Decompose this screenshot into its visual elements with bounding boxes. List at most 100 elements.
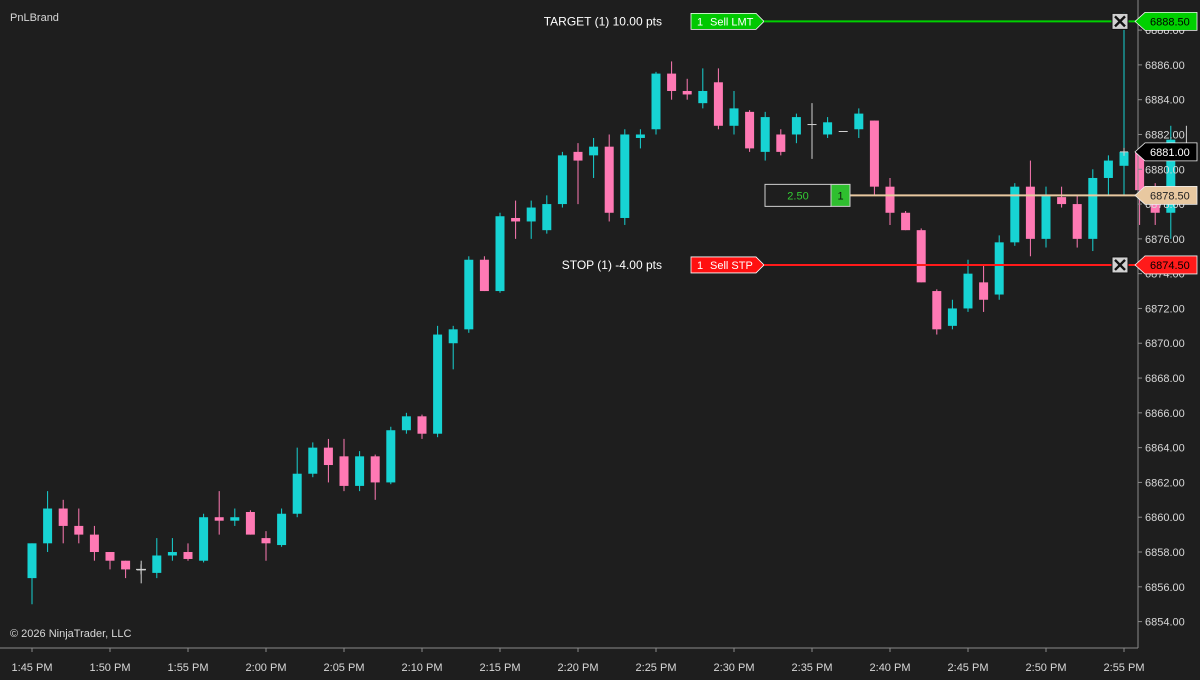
candle-body xyxy=(230,517,240,521)
price-tick-label: 6862.00 xyxy=(1145,477,1185,489)
candle xyxy=(448,325,458,370)
price-tick-label: 6858.00 xyxy=(1145,547,1185,559)
stop-order-tag[interactable]: 1 Sell STP xyxy=(690,256,765,274)
candle xyxy=(167,538,177,561)
price-tick-label: 6868.00 xyxy=(1145,373,1185,385)
price-tick-label: 6870.00 xyxy=(1145,338,1185,350)
candle-body xyxy=(121,560,131,570)
candle xyxy=(713,68,723,130)
candle-body xyxy=(511,217,521,222)
candle-body xyxy=(292,473,302,514)
candle-body xyxy=(1025,186,1035,239)
price-tick-label: 6886.00 xyxy=(1145,60,1185,72)
candle xyxy=(121,560,131,579)
candle-body xyxy=(323,447,333,466)
candle xyxy=(511,200,521,239)
last-price-flag: 6881.00 xyxy=(1134,142,1198,162)
candle xyxy=(729,90,739,135)
candle xyxy=(89,525,99,561)
candle-body xyxy=(979,282,989,300)
candle xyxy=(105,552,115,570)
candle-body xyxy=(339,456,349,486)
candle-body xyxy=(620,134,630,218)
candle-body xyxy=(386,430,396,483)
candle xyxy=(214,491,224,535)
candle-body xyxy=(245,512,255,535)
candle-body xyxy=(43,508,53,544)
stop-order-qty: 1 xyxy=(697,260,703,272)
copyright-text: © 2026 NinjaTrader, LLC xyxy=(10,628,131,640)
candle-body xyxy=(214,517,224,521)
candle xyxy=(1010,183,1020,246)
candle xyxy=(199,513,209,563)
candle-body xyxy=(370,456,380,483)
candle xyxy=(698,68,708,109)
candle-body xyxy=(277,513,287,546)
stop-order[interactable]: STOP (1) -4.00 pts 1 Sell STP 6874.50 xyxy=(562,255,1198,275)
candle-body xyxy=(199,517,209,561)
candle-body xyxy=(448,329,458,344)
candle-body xyxy=(869,120,879,187)
cancel-order-icon[interactable] xyxy=(1111,256,1129,274)
candle xyxy=(355,451,365,492)
time-tick-label: 2:30 PM xyxy=(714,662,755,674)
candle xyxy=(433,325,443,438)
candle xyxy=(1057,186,1067,208)
candle xyxy=(27,543,37,605)
candle-body xyxy=(776,134,786,152)
candle-body xyxy=(1135,151,1145,191)
candle xyxy=(230,508,240,526)
candle-body xyxy=(667,73,677,91)
candle xyxy=(526,200,536,239)
candle-body xyxy=(401,416,411,431)
candle-body xyxy=(464,259,474,330)
candle-body xyxy=(1166,139,1176,213)
candle xyxy=(261,531,271,561)
price-tick-label: 6872.00 xyxy=(1145,303,1185,315)
position-line[interactable]: 2.50 1 6878.50 xyxy=(764,183,1198,207)
candle xyxy=(1135,148,1145,225)
candle xyxy=(183,543,193,561)
candle xyxy=(152,538,162,579)
candle xyxy=(776,129,786,156)
candle-body xyxy=(854,113,864,130)
position-price-flag-text: 6878.50 xyxy=(1150,190,1190,202)
price-tick-label: 6860.00 xyxy=(1145,512,1185,524)
candle xyxy=(557,151,567,208)
time-tick-label: 2:20 PM xyxy=(558,662,599,674)
candle xyxy=(963,259,973,312)
candle xyxy=(479,256,489,292)
cancel-order-icon[interactable] xyxy=(1111,12,1129,30)
candle-body xyxy=(167,552,177,556)
candle-body xyxy=(635,134,645,138)
candle-body xyxy=(729,108,739,126)
candle xyxy=(1041,186,1051,248)
candle xyxy=(807,103,817,159)
candle xyxy=(589,137,599,178)
candle xyxy=(58,499,68,544)
time-tick-label: 1:55 PM xyxy=(168,662,209,674)
candle-body xyxy=(308,447,318,474)
candle xyxy=(277,508,287,547)
candle xyxy=(869,120,879,196)
position-price-flag: 6878.50 xyxy=(1134,185,1198,205)
candle xyxy=(682,78,692,100)
candle-body xyxy=(261,538,271,544)
candle xyxy=(791,113,801,144)
time-tick-label: 2:10 PM xyxy=(402,662,443,674)
candle-body xyxy=(417,416,427,434)
candle xyxy=(854,108,864,138)
time-tick-label: 1:45 PM xyxy=(12,662,53,674)
candle xyxy=(1119,12,1129,196)
candle-body xyxy=(901,212,911,231)
target-order-tag[interactable]: 1 Sell LMT xyxy=(690,12,765,30)
price-tick-label: 6882.00 xyxy=(1145,129,1185,141)
candle-body xyxy=(994,242,1004,295)
candle-body xyxy=(74,525,84,535)
target-order[interactable]: TARGET (1) 10.00 pts 1 Sell LMT 6888.50 xyxy=(544,11,1198,31)
candle xyxy=(667,61,677,100)
candle-body xyxy=(1041,195,1051,239)
candle-body xyxy=(1103,160,1113,178)
